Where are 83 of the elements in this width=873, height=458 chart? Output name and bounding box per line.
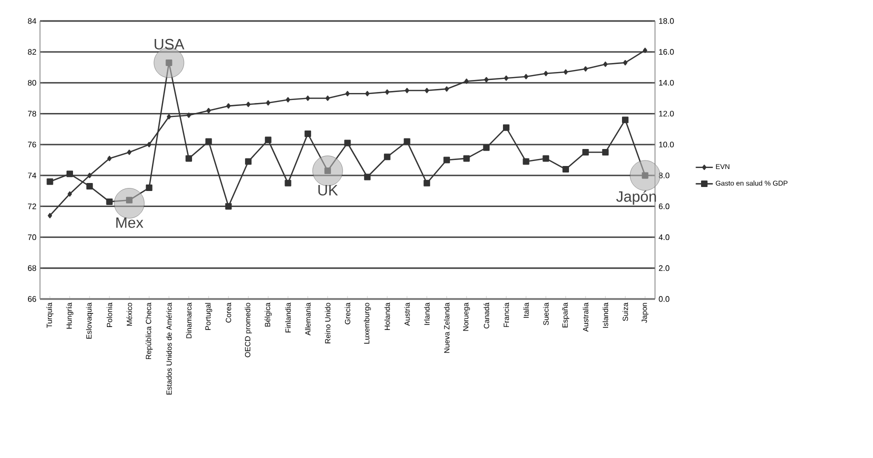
point	[562, 166, 569, 173]
y-tick-label: 72	[28, 204, 36, 210]
point	[385, 89, 390, 95]
y-tick-label: 70	[28, 234, 36, 240]
y2-tick-label: 10.0	[659, 142, 674, 148]
y-tick-label: 84	[28, 18, 36, 24]
y-tick-label: 80	[28, 80, 36, 86]
point	[602, 149, 609, 156]
point	[246, 102, 250, 108]
y-tick-label: 74	[28, 172, 36, 178]
point	[205, 138, 212, 145]
point	[345, 90, 350, 96]
point	[504, 75, 508, 81]
point	[404, 88, 410, 94]
y2-tick-label: 16.0	[659, 49, 674, 55]
point	[582, 149, 589, 156]
point	[146, 184, 152, 192]
y2-tick-label: 2.0	[658, 265, 670, 271]
point	[364, 174, 371, 180]
point	[603, 62, 608, 67]
point	[404, 138, 410, 145]
y2-tick-label: 8.0	[658, 172, 670, 178]
point	[524, 74, 528, 80]
point	[443, 156, 450, 164]
point	[484, 77, 489, 82]
y-tick-label: 76	[28, 142, 36, 148]
point	[542, 155, 550, 162]
point	[444, 86, 449, 92]
point	[642, 48, 648, 53]
point	[326, 96, 330, 101]
point	[463, 155, 470, 162]
point	[186, 155, 192, 162]
point	[286, 97, 290, 102]
point	[544, 70, 548, 76]
y2-tick-label: 0.0	[658, 296, 670, 302]
annotation: UK	[318, 185, 338, 196]
point	[127, 150, 132, 155]
point	[284, 180, 292, 186]
point	[225, 203, 232, 210]
y-tick-label: 78	[28, 110, 36, 116]
point	[68, 191, 72, 197]
point	[245, 158, 252, 165]
point	[623, 60, 628, 66]
point	[304, 130, 312, 137]
annotation: USA	[154, 38, 184, 50]
y2-tick-label: 6.0	[658, 204, 670, 210]
point	[87, 172, 92, 178]
point	[206, 108, 211, 114]
point	[226, 103, 231, 109]
point	[464, 78, 469, 84]
point	[344, 140, 351, 146]
point	[126, 196, 133, 204]
point	[166, 114, 172, 120]
point	[384, 154, 390, 160]
point	[424, 88, 430, 94]
point	[483, 144, 490, 151]
point	[107, 156, 112, 162]
point	[564, 69, 568, 75]
point	[306, 96, 310, 101]
y2-tick-label: 18.0	[659, 18, 674, 24]
y2-tick-label: 12.0	[659, 110, 674, 116]
point	[502, 124, 510, 131]
point	[86, 183, 93, 190]
y2-tick-label: 4.0	[658, 234, 670, 240]
point	[264, 136, 272, 144]
point	[146, 142, 152, 148]
point	[186, 112, 191, 118]
point	[48, 212, 52, 218]
point	[266, 100, 270, 106]
point	[424, 180, 430, 186]
point	[66, 170, 74, 178]
point	[522, 158, 530, 165]
point	[622, 116, 628, 124]
point	[46, 178, 54, 185]
point	[365, 90, 370, 96]
annotation: Mex	[116, 217, 144, 228]
y-tick-label: 82	[28, 49, 36, 55]
annotation: Japón	[616, 190, 656, 205]
point	[106, 198, 113, 205]
point	[583, 66, 588, 72]
y2-tick-label: 14.0	[659, 80, 674, 86]
y-tick-label: 66	[28, 296, 36, 302]
y-tick-label: 68	[28, 265, 36, 271]
